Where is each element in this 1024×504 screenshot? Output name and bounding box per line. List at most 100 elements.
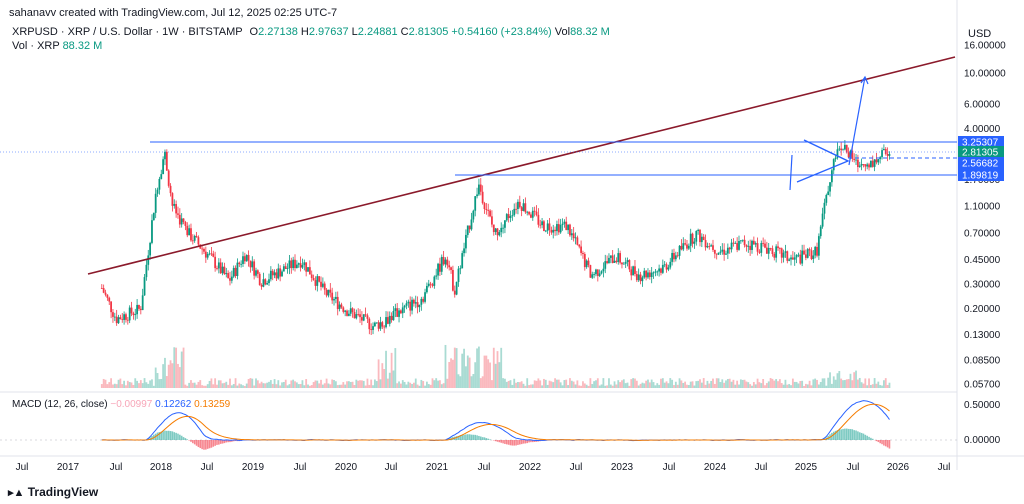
volume-bar: [637, 385, 640, 388]
candle-body: [548, 223, 551, 230]
macd-hist-bar: [234, 440, 237, 442]
macd-hist-bar: [468, 434, 471, 440]
volume-bar: [452, 359, 454, 388]
candle-body: [582, 252, 584, 254]
volume-bar: [414, 378, 417, 388]
candle-body: [121, 319, 124, 320]
volume-bar: [240, 384, 243, 388]
candle-body: [255, 270, 257, 276]
volume-bar: [743, 379, 746, 388]
candle-body: [444, 259, 447, 265]
volume-bar: [570, 380, 573, 388]
volume-bar: [834, 379, 837, 388]
candle-body: [366, 315, 369, 319]
volume-bar: [102, 378, 105, 388]
macd-hist-bar: [173, 432, 176, 440]
volume-bar: [266, 382, 269, 388]
candle-body: [160, 174, 163, 179]
volume-bar: [751, 385, 753, 388]
volume-bar: [234, 378, 237, 388]
volume-bar: [650, 379, 653, 388]
volume-bar: [600, 384, 603, 388]
volume-bar: [216, 384, 218, 388]
macd-hist-bar: [875, 440, 878, 442]
candle-body: [362, 314, 365, 321]
volume-bar: [528, 385, 530, 388]
candle-body: [806, 249, 809, 258]
candle-body: [440, 256, 443, 272]
candle-body: [513, 208, 516, 216]
candle-body: [853, 158, 856, 160]
volume-bar: [543, 378, 545, 388]
tradingview-brand: TradingView: [27, 485, 99, 499]
volume-bar: [686, 384, 688, 388]
high-value: 2.97637: [308, 26, 349, 38]
candle-body: [686, 244, 688, 249]
candle-body: [281, 271, 283, 277]
volume-bar: [851, 380, 854, 388]
volume-bar: [269, 380, 272, 388]
candle-body: [308, 267, 311, 275]
volume-bar: [869, 384, 872, 388]
volume-bar: [145, 382, 148, 388]
candle-body: [301, 265, 304, 268]
candle-body: [381, 322, 384, 327]
volume-bar: [518, 382, 521, 388]
currency-label[interactable]: USD: [968, 28, 992, 40]
volume-bar: [713, 383, 716, 388]
candle-body: [832, 159, 835, 171]
volume-bar: [427, 384, 430, 388]
price-badge-label: 3.25307: [962, 138, 999, 149]
volume-bar: [773, 380, 776, 388]
macd-hist-bar: [166, 430, 168, 440]
candle-body: [125, 314, 127, 320]
volume-bar: [318, 383, 321, 388]
candle-body: [217, 262, 220, 269]
volume-bar: [517, 381, 519, 388]
volume-bar: [461, 353, 464, 388]
candle-body: [699, 229, 701, 243]
candle-body: [455, 281, 458, 295]
volume-bar: [457, 374, 460, 388]
volume-bar: [832, 376, 835, 388]
volume-bar: [777, 381, 779, 388]
volume-bar: [399, 383, 402, 388]
macd-hist-bar: [511, 440, 514, 446]
candle-body: [504, 220, 506, 228]
volume-bar: [882, 380, 885, 388]
low-value: 2.24881: [357, 26, 398, 38]
volume-bar: [112, 384, 114, 388]
volume-bar: [687, 385, 690, 388]
candle-body: [528, 211, 530, 215]
arrow-up-1: [789, 154, 793, 191]
volume-bar: [626, 382, 629, 388]
candle-body: [208, 253, 211, 255]
volume-bar: [141, 383, 144, 388]
candle-body: [340, 304, 343, 308]
macd-line: [101, 400, 890, 442]
volume-bar: [208, 380, 211, 388]
candle-body: [661, 264, 664, 273]
macd-hist-bar: [212, 440, 215, 447]
volume-bar: [732, 379, 735, 388]
candle-body: [788, 259, 791, 261]
volume-bar: [513, 378, 516, 388]
volume-bar: [717, 378, 720, 388]
volume-bar: [255, 378, 257, 388]
candle-body: [271, 270, 274, 276]
candle-body: [747, 245, 750, 247]
volume-bar: [409, 382, 412, 388]
candle-body: [834, 157, 837, 160]
x-tick-label: 2021: [426, 462, 449, 473]
candle-body: [411, 299, 413, 311]
volume-bar: [126, 380, 129, 388]
volume-bar: [554, 378, 556, 388]
macd-hist-bar: [479, 436, 482, 440]
y-tick-label: 1.10000: [964, 201, 1001, 212]
candle-body: [790, 257, 792, 260]
macd-hist-bar: [832, 431, 835, 440]
candle-body: [461, 253, 464, 269]
volume-bar: [531, 384, 534, 388]
volume-bar: [505, 381, 508, 388]
